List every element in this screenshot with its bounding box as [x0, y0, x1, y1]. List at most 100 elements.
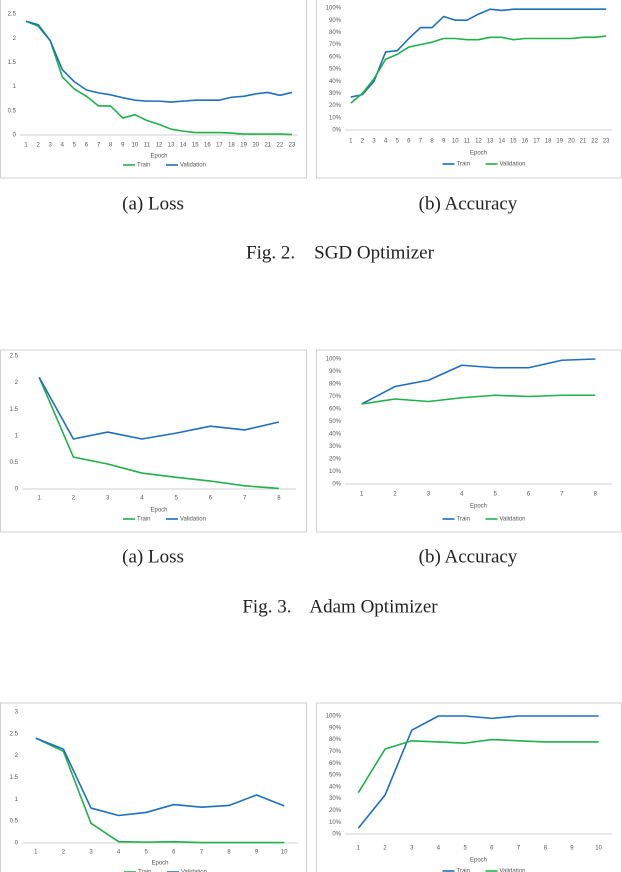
- x-tick-label: 3: [49, 143, 53, 149]
- x-tick-label: 6: [85, 143, 89, 149]
- x-tick-label: 12: [156, 143, 163, 149]
- y-tick-label: 100%: [326, 714, 342, 720]
- x-axis-label: Epoch: [470, 858, 487, 864]
- data-line: [35, 737, 285, 817]
- chart-frame: [316, 349, 622, 533]
- x-tick-label: 2: [36, 143, 40, 149]
- y-tick-label: 0%: [332, 128, 341, 134]
- x-tick-label: 15: [510, 139, 517, 145]
- x-axis-label: Epoch: [150, 508, 167, 514]
- x-tick-label: 16: [204, 143, 211, 149]
- x-tick-label: 5: [73, 143, 77, 149]
- chart-frame: [0, 349, 307, 533]
- data-line: [350, 8, 607, 98]
- x-tick-label: 17: [533, 139, 540, 145]
- y-tick-label: 60%: [329, 407, 342, 413]
- y-tick-label: 100%: [326, 6, 342, 12]
- x-tick-label: 9: [121, 143, 125, 149]
- legend-label: Train: [457, 869, 470, 872]
- y-tick-label: 90%: [329, 725, 342, 731]
- x-tick-label: 3: [372, 139, 376, 145]
- y-tick-label: 50%: [329, 67, 342, 73]
- y-tick-label: 2.5: [10, 354, 19, 360]
- x-tick-label: 8: [430, 139, 434, 145]
- x-tick-label: 2: [72, 496, 76, 502]
- x-tick-label: 13: [168, 143, 175, 149]
- x-tick-label: 23: [289, 143, 296, 149]
- data-line: [357, 738, 599, 794]
- data-line: [38, 376, 279, 490]
- x-tick-label: 10: [281, 850, 288, 856]
- x-tick-label: 4: [140, 496, 144, 502]
- x-tick-label: 13: [487, 139, 494, 145]
- x-tick-label: 21: [264, 143, 271, 149]
- x-tick-label: 7: [419, 139, 423, 145]
- legend-label: Train: [457, 162, 470, 168]
- subfigure-caption: (b) Accuracy: [419, 546, 518, 567]
- x-tick-label: 2: [383, 846, 387, 852]
- x-tick-label: 6: [209, 496, 213, 502]
- figure-caption: Fig. 3. Adam Optimizer: [242, 596, 438, 617]
- x-tick-label: 1: [37, 496, 41, 502]
- x-tick-label: 1: [24, 143, 28, 149]
- x-tick-label: 2: [62, 850, 66, 856]
- x-tick-label: 3: [106, 496, 110, 502]
- data-line: [361, 394, 596, 405]
- y-tick-label: 80%: [329, 382, 342, 388]
- x-tick-label: 9: [255, 850, 259, 856]
- x-tick-label: 8: [544, 846, 548, 852]
- y-tick-label: 50%: [329, 773, 342, 779]
- y-tick-label: 100%: [326, 357, 342, 363]
- y-tick-label: 40%: [329, 79, 342, 85]
- x-tick-label: 6: [407, 139, 411, 145]
- x-tick-label: 8: [594, 492, 598, 498]
- x-axis-label: Epoch: [470, 151, 487, 157]
- y-tick-label: 70%: [329, 749, 342, 755]
- x-tick-label: 20: [568, 139, 575, 145]
- x-tick-label: 23: [603, 139, 610, 145]
- x-tick-label: 17: [216, 143, 223, 149]
- x-tick-label: 4: [61, 143, 65, 149]
- x-tick-label: 8: [277, 496, 281, 502]
- x-tick-label: 10: [452, 139, 459, 145]
- x-axis-label: Epoch: [470, 504, 487, 510]
- x-tick-label: 5: [396, 139, 400, 145]
- x-tick-label: 7: [243, 496, 247, 502]
- x-tick-label: 19: [556, 139, 563, 145]
- y-tick-label: 1: [13, 84, 17, 90]
- x-tick-label: 5: [494, 492, 498, 498]
- x-tick-label: 8: [227, 850, 231, 856]
- chart-frame: [0, 0, 307, 179]
- y-tick-label: 0.5: [10, 460, 19, 466]
- legend-label: Train: [457, 517, 470, 523]
- y-tick-label: 2: [13, 36, 17, 42]
- x-tick-label: 5: [463, 846, 467, 852]
- legend-label: Train: [137, 163, 150, 169]
- x-axis-label: Epoch: [150, 154, 167, 160]
- data-line: [25, 20, 293, 103]
- y-tick-label: 0: [13, 133, 17, 139]
- x-tick-label: 10: [595, 846, 602, 852]
- legend-label: Train: [138, 870, 151, 872]
- y-tick-label: 20%: [329, 457, 342, 463]
- legend-label: Validation: [180, 517, 206, 523]
- x-tick-label: 1: [357, 846, 361, 852]
- y-tick-label: 30%: [329, 796, 342, 802]
- chart-frame: [316, 702, 622, 872]
- figure-caption: Fig. 2. SGD Optimizer: [246, 242, 435, 263]
- x-tick-label: 6: [527, 492, 531, 498]
- y-tick-label: 40%: [329, 432, 342, 438]
- legend-label: Validation: [181, 870, 207, 872]
- y-tick-label: 20%: [329, 808, 342, 814]
- x-tick-label: 3: [427, 492, 431, 498]
- x-tick-label: 11: [144, 143, 151, 149]
- x-tick-label: 14: [180, 143, 187, 149]
- y-tick-label: 10%: [329, 820, 342, 826]
- y-tick-label: 70%: [329, 42, 342, 48]
- x-tick-label: 2: [361, 139, 365, 145]
- y-tick-label: 0.5: [10, 819, 19, 825]
- y-tick-label: 10%: [329, 115, 342, 121]
- data-line: [361, 358, 596, 405]
- x-tick-label: 19: [240, 143, 247, 149]
- x-tick-label: 22: [591, 139, 598, 145]
